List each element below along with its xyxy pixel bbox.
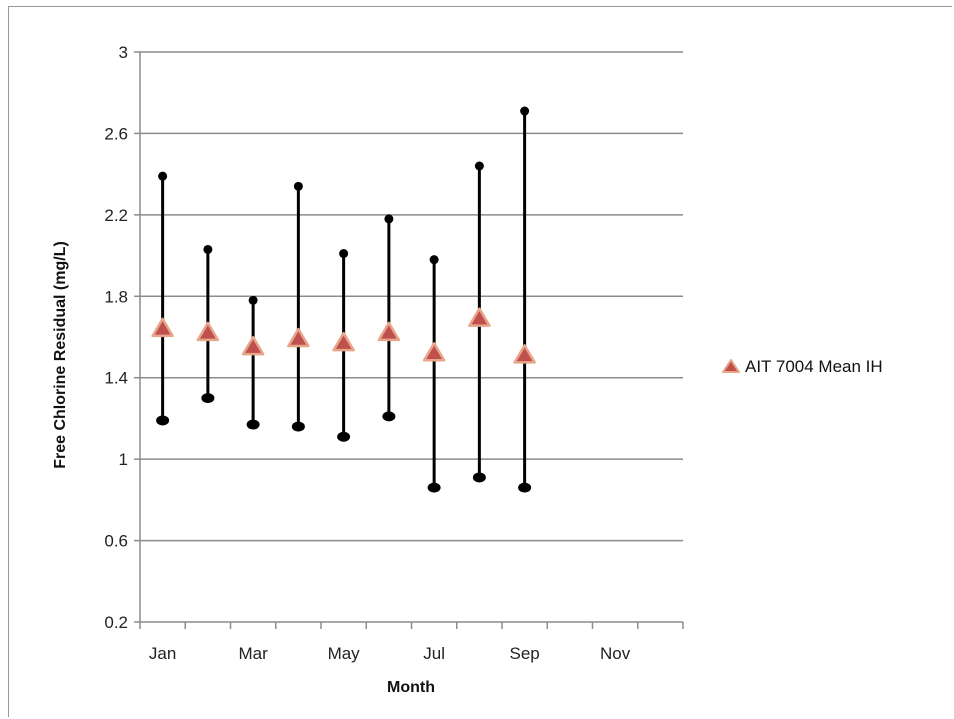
- y-tick-label: 1.8: [104, 287, 128, 306]
- x-axis-title: Month: [387, 679, 435, 696]
- max-point: [474, 161, 484, 171]
- x-tick-label: Nov: [600, 644, 631, 663]
- mean-marker: [287, 327, 310, 348]
- min-point: [337, 431, 351, 442]
- max-point: [248, 295, 258, 305]
- y-tick-label: 3: [119, 43, 128, 62]
- max-point: [158, 171, 168, 181]
- mean-markers: [151, 307, 536, 364]
- y-tick-labels: 3 2.6 2.2 1.8 1.4 1 0.6 0.2: [104, 43, 128, 632]
- mean-marker: [513, 344, 536, 364]
- max-point: [293, 181, 303, 191]
- min-point: [291, 421, 305, 432]
- y-tick-label: 0.6: [104, 532, 128, 551]
- x-tick-label: Sep: [510, 644, 540, 663]
- min-point: [472, 472, 486, 483]
- chart-frame: [8, 6, 952, 717]
- mean-marker: [422, 342, 446, 362]
- max-point: [339, 249, 349, 259]
- y-tick-label: 0.2: [104, 613, 128, 632]
- mean-marker: [332, 331, 355, 352]
- min-point: [518, 482, 532, 493]
- mean-marker: [468, 307, 491, 327]
- y-tick-label: 2.6: [104, 124, 128, 143]
- mean-marker: [151, 317, 174, 338]
- mean-marker: [241, 335, 265, 356]
- error-bars: [156, 106, 532, 493]
- min-point: [427, 482, 441, 493]
- legend-label: AIT 7004 Mean IH: [745, 357, 883, 376]
- legend-marker-triangle-icon: [722, 359, 740, 373]
- y-axis-title: Free Chlorine Residual (mg/L): [52, 241, 69, 469]
- min-point: [201, 393, 215, 404]
- x-tick-label: Jul: [423, 644, 445, 663]
- y-tick-label: 2.2: [104, 206, 128, 225]
- x-tick-label: Jan: [149, 644, 176, 663]
- mean-marker: [196, 321, 220, 342]
- max-point: [203, 244, 213, 254]
- min-point: [246, 419, 260, 430]
- x-tick-labels: Jan Mar May Jul Sep Nov: [149, 644, 631, 663]
- mean-marker: [377, 321, 401, 342]
- gridlines: [140, 51, 683, 542]
- max-point: [520, 106, 530, 116]
- min-point: [156, 415, 170, 426]
- x-tick-label: May: [328, 644, 361, 663]
- x-tick-label: Mar: [238, 644, 268, 663]
- y-tick-label: 1: [119, 450, 128, 469]
- legend: AIT 7004 Mean IH: [722, 357, 883, 376]
- axes: [134, 51, 684, 629]
- y-tick-label: 1.4: [104, 369, 128, 388]
- min-point: [382, 411, 396, 422]
- max-point: [384, 214, 394, 224]
- max-point: [429, 255, 439, 265]
